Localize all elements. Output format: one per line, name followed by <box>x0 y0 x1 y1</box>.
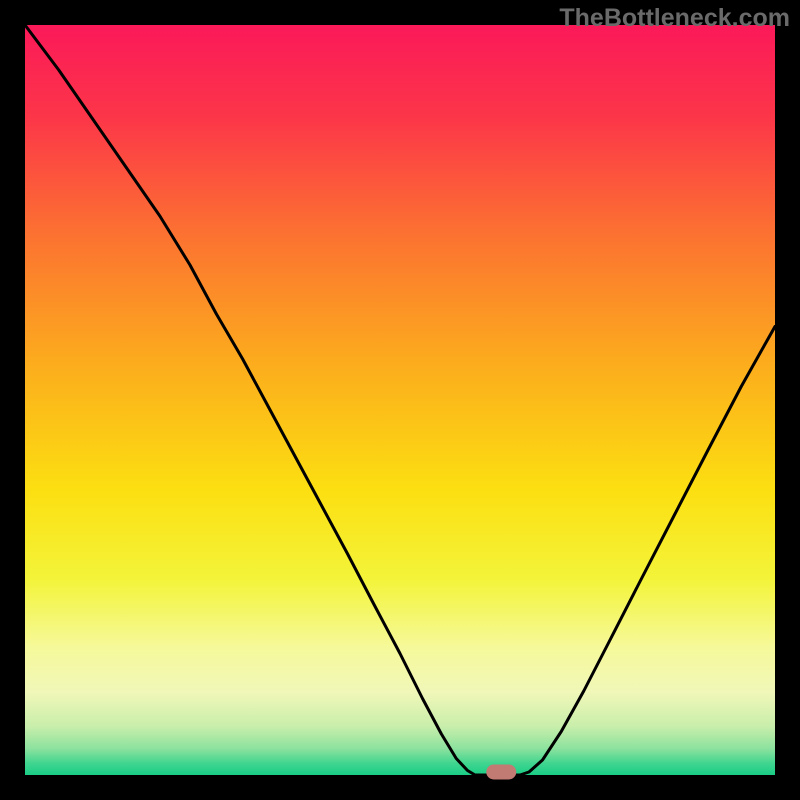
attribution-label: TheBottleneck.com <box>559 4 790 33</box>
bottleneck-marker <box>486 765 516 780</box>
chart-background-gradient <box>25 25 775 775</box>
bottleneck-chart-svg <box>0 0 800 800</box>
bottleneck-chart-container: TheBottleneck.com <box>0 0 800 800</box>
